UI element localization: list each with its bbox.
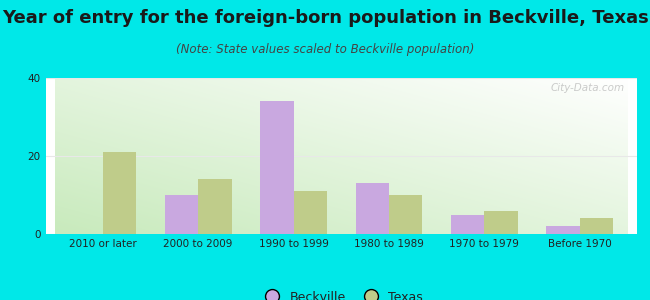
Text: Year of entry for the foreign-born population in Beckville, Texas: Year of entry for the foreign-born popul… xyxy=(1,9,649,27)
Legend: Beckville, Texas: Beckville, Texas xyxy=(255,286,428,300)
Bar xyxy=(103,152,136,234)
Bar xyxy=(198,179,231,234)
Text: City-Data.com: City-Data.com xyxy=(551,83,625,93)
Bar xyxy=(294,191,327,234)
Bar xyxy=(484,211,518,234)
Bar xyxy=(451,214,484,234)
Bar xyxy=(260,101,294,234)
Text: (Note: State values scaled to Beckville population): (Note: State values scaled to Beckville … xyxy=(176,44,474,56)
Bar xyxy=(356,183,389,234)
Bar xyxy=(547,226,580,234)
Bar xyxy=(164,195,198,234)
Bar xyxy=(580,218,613,234)
Bar xyxy=(389,195,422,234)
